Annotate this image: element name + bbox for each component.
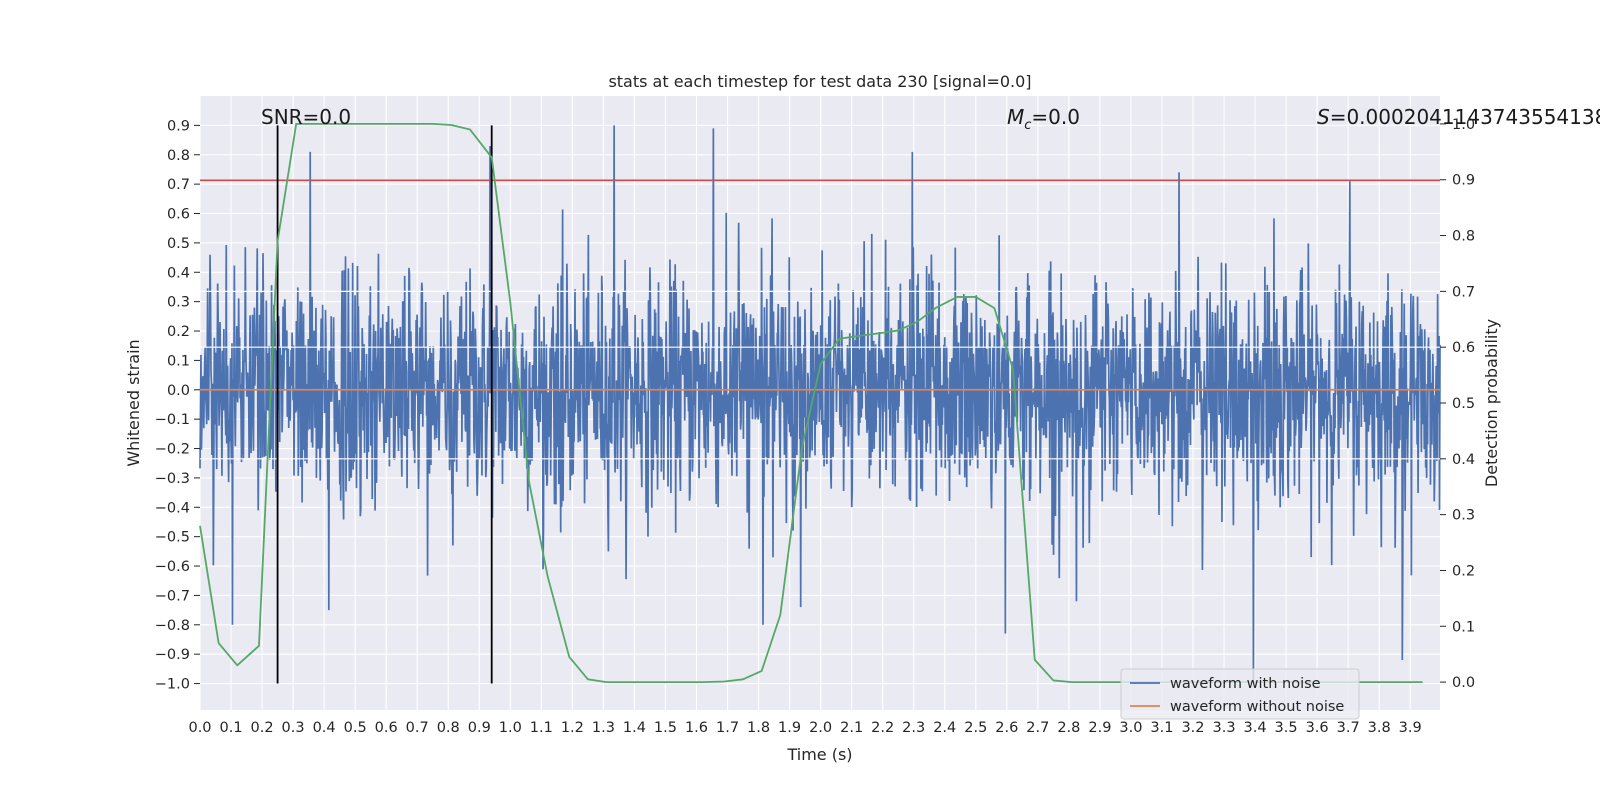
x-tick-label: 2.9 xyxy=(1088,720,1111,736)
x-tick-label: 3.2 xyxy=(1181,720,1204,736)
x-tick-label: 0.8 xyxy=(437,720,460,736)
y-tick-label: 0.0 xyxy=(167,383,190,399)
x-tick-label: 0.5 xyxy=(344,720,367,736)
s-statistic-annotation: S=0.00020411437435541388 xyxy=(1317,105,1600,129)
x-tick-label: 0.3 xyxy=(282,720,305,736)
snr-annotation: SNR=0.0 xyxy=(261,105,351,129)
y2-tick-label: 0.9 xyxy=(1452,173,1475,189)
x-tick-label: 2.2 xyxy=(871,720,894,736)
x-tick-label: 0.1 xyxy=(219,720,242,736)
y-tick-label: −0.4 xyxy=(155,500,190,516)
chirp-mass-value: =0.0 xyxy=(1031,105,1080,129)
y-tick-label: 0.4 xyxy=(167,265,190,281)
y2-tick-label: 0.0 xyxy=(1452,675,1475,691)
y-tick-label: −0.9 xyxy=(155,647,190,663)
chart-title: stats at each timestep for test data 230… xyxy=(608,72,1031,91)
y-tick-label: −1.0 xyxy=(155,677,190,693)
y-tick-label: −0.8 xyxy=(155,618,190,634)
y-tick-label: 0.3 xyxy=(167,295,190,311)
legend-label-noise: waveform with noise xyxy=(1170,676,1321,692)
x-tick-label: 1.7 xyxy=(716,720,739,736)
x-tick-label: 2.8 xyxy=(1057,720,1080,736)
x-tick-label: 0.6 xyxy=(375,720,398,736)
x-tick-label: 0.7 xyxy=(406,720,429,736)
chirp-mass-symbol: M xyxy=(1007,105,1024,129)
y2-tick-label: 0.4 xyxy=(1452,452,1475,468)
x-tick-label: 2.0 xyxy=(809,720,832,736)
y-tick-label: 0.1 xyxy=(167,353,190,369)
y2-tick-label: 1.0 xyxy=(1452,117,1475,133)
y-tick-label: 0.2 xyxy=(167,324,190,340)
x-tick-label: 3.1 xyxy=(1150,720,1173,736)
y2-tick-label: 0.6 xyxy=(1452,340,1475,356)
x-tick-label: 1.4 xyxy=(623,720,646,736)
x-tick-label: 3.0 xyxy=(1119,720,1142,736)
waveform-with-noise-line xyxy=(199,125,1441,684)
legend-box xyxy=(1120,668,1360,720)
s-statistic-value: =0.00020411437435541388 xyxy=(1330,105,1600,129)
x-tick-label: 3.4 xyxy=(1244,720,1267,736)
x-tick-label: 0.0 xyxy=(188,720,211,736)
y-tick-label: −0.7 xyxy=(155,588,190,604)
y-tick-label: −0.1 xyxy=(155,412,190,428)
y-tick-label: −0.2 xyxy=(155,442,190,458)
legend: waveform with noise waveform without noi… xyxy=(1120,668,1360,720)
y2-axis-label: Detection probability xyxy=(1482,319,1501,487)
x-tick-label: 2.4 xyxy=(933,720,956,736)
y2-tick-label: 0.5 xyxy=(1452,396,1475,412)
y2-tick-label: 0.3 xyxy=(1452,508,1475,524)
y-tick-label: 0.9 xyxy=(167,118,190,134)
x-tick-label: 1.3 xyxy=(592,720,615,736)
y-tick-label: −0.6 xyxy=(155,559,190,575)
y2-tick-label: 0.1 xyxy=(1452,619,1475,635)
x-tick-label: 3.7 xyxy=(1337,720,1360,736)
x-tick-label: 1.1 xyxy=(530,720,553,736)
legend-label-clean: waveform without noise xyxy=(1170,699,1344,715)
x-tick-label: 3.3 xyxy=(1212,720,1235,736)
x-tick-label: 1.0 xyxy=(499,720,522,736)
chirp-mass-annotation: Mc=0.0 xyxy=(1007,105,1080,133)
y-axis-label: Whitened strain xyxy=(124,339,143,466)
x-tick-label: 2.3 xyxy=(902,720,925,736)
x-tick-label: 1.5 xyxy=(654,720,677,736)
x-tick-label: 0.9 xyxy=(468,720,491,736)
y-tick-label: 0.5 xyxy=(167,236,190,252)
y-tick-label: 0.7 xyxy=(167,177,190,193)
y2-tick-label: 0.7 xyxy=(1452,284,1475,300)
y-tick-label: 0.6 xyxy=(167,207,190,223)
y2-tick-label: 0.2 xyxy=(1452,563,1475,579)
x-tick-label: 1.9 xyxy=(778,720,801,736)
x-tick-label: 3.6 xyxy=(1306,720,1329,736)
x-tick-label: 3.5 xyxy=(1275,720,1298,736)
s-statistic-symbol: S xyxy=(1317,105,1330,129)
x-tick-label: 3.8 xyxy=(1368,720,1391,736)
x-tick-label: 1.8 xyxy=(747,720,770,736)
x-tick-label: 0.2 xyxy=(251,720,274,736)
x-tick-label: 3.9 xyxy=(1399,720,1422,736)
x-tick-label: 2.1 xyxy=(840,720,863,736)
x-tick-label: 2.7 xyxy=(1026,720,1049,736)
x-tick-label: 0.4 xyxy=(313,720,336,736)
y-tick-label: 0.8 xyxy=(167,148,190,164)
x-tick-label: 2.5 xyxy=(964,720,987,736)
y2-tick-label: 0.8 xyxy=(1452,229,1475,245)
x-tick-label: 1.2 xyxy=(561,720,584,736)
y-tick-label: −0.5 xyxy=(155,530,190,546)
y-tick-label: −0.3 xyxy=(155,471,190,487)
chirp-mass-subscript: c xyxy=(1024,118,1031,133)
x-axis-label: Time (s) xyxy=(786,745,852,764)
x-tick-label: 2.6 xyxy=(995,720,1018,736)
x-tick-label: 1.6 xyxy=(685,720,708,736)
axes: 0.0 0.1 0.2 0.3 0.4 0.5 0.6 0.7 0.8 0.9 1.0 1.1 1.2 1… xyxy=(155,117,1475,736)
